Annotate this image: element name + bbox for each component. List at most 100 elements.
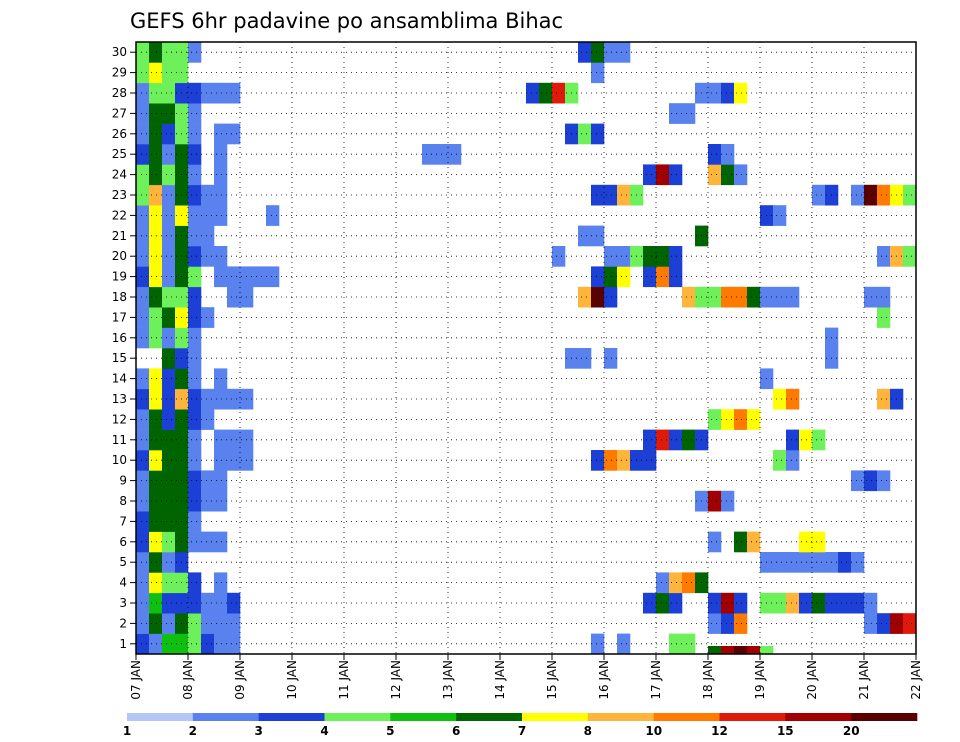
colorbar-label: 5 bbox=[386, 724, 394, 738]
heatmap-cell bbox=[591, 633, 605, 655]
heatmap-cell bbox=[591, 42, 605, 63]
heatmap-cell bbox=[162, 266, 176, 288]
heatmap-cell bbox=[149, 327, 163, 349]
heatmap-cell bbox=[721, 164, 735, 186]
heatmap-cell bbox=[214, 429, 228, 451]
heatmap-cell bbox=[214, 184, 228, 206]
heatmap-cell bbox=[266, 205, 280, 226]
heatmap-cell bbox=[188, 266, 202, 288]
heatmap-cell bbox=[188, 613, 202, 634]
heatmap-cell bbox=[136, 613, 150, 634]
heatmap-cell bbox=[188, 388, 202, 410]
x-tick-label: 16 JAN bbox=[597, 660, 611, 700]
colorbar-swatch bbox=[127, 713, 194, 721]
heatmap-cell bbox=[162, 42, 176, 63]
heatmap-cell bbox=[812, 552, 826, 573]
heatmap-cell bbox=[188, 409, 202, 430]
heatmap-cell bbox=[851, 470, 865, 492]
heatmap-cell bbox=[149, 470, 163, 492]
heatmap-cell bbox=[812, 184, 826, 206]
heatmap-cell bbox=[162, 246, 176, 267]
heatmap-cell bbox=[188, 572, 202, 594]
heatmap-cell bbox=[136, 225, 150, 247]
y-tick-label: 23 bbox=[112, 188, 127, 202]
y-tick-label: 6 bbox=[119, 535, 127, 549]
heatmap-cell bbox=[734, 164, 748, 186]
x-tick-label: 17 JAN bbox=[649, 660, 663, 700]
heatmap-cell bbox=[656, 246, 670, 267]
heatmap-cell bbox=[864, 592, 878, 614]
heatmap-cell bbox=[188, 327, 202, 349]
colorbar-swatch bbox=[785, 713, 852, 721]
heatmap-cell bbox=[188, 164, 202, 186]
heatmap-cell bbox=[604, 184, 618, 206]
heatmap-cell bbox=[253, 266, 267, 288]
heatmap-cell bbox=[708, 144, 722, 165]
heatmap-cell bbox=[864, 184, 878, 206]
x-tick-label: 19 JAN bbox=[753, 660, 767, 700]
heatmap-cell bbox=[136, 511, 150, 532]
heatmap-cell bbox=[669, 429, 683, 451]
grid-lines bbox=[136, 42, 916, 654]
heatmap-cell bbox=[188, 246, 202, 267]
x-tick-label: 10 JAN bbox=[285, 660, 299, 700]
heatmap-cell bbox=[136, 368, 150, 390]
chart-title: GEFS 6hr padavine po ansamblima Bihac bbox=[130, 9, 563, 33]
heatmap-cell bbox=[214, 613, 228, 634]
heatmap-cell bbox=[136, 42, 150, 63]
colorbar-label: 15 bbox=[777, 724, 794, 738]
heatmap-cell bbox=[136, 205, 150, 226]
heatmap-cell bbox=[149, 592, 163, 614]
heatmap-cell bbox=[903, 246, 917, 267]
y-tick-label: 11 bbox=[112, 433, 127, 447]
heatmap-cell bbox=[162, 307, 176, 328]
heatmap-cell bbox=[721, 82, 735, 104]
heatmap-cell bbox=[669, 633, 683, 655]
heatmap-cell bbox=[201, 592, 215, 614]
heatmap-cell bbox=[136, 144, 150, 165]
heatmap-cell bbox=[747, 531, 761, 553]
y-tick-label: 26 bbox=[112, 127, 127, 141]
heatmap-cell bbox=[214, 633, 228, 655]
heatmap-cell bbox=[578, 123, 592, 145]
heatmap-cell bbox=[448, 144, 462, 165]
heatmap-cell bbox=[877, 246, 891, 267]
heatmap-cell bbox=[617, 450, 631, 471]
heatmap-cell bbox=[149, 552, 163, 573]
y-tick-label: 28 bbox=[112, 86, 127, 100]
heatmap-cell bbox=[162, 490, 176, 512]
heatmap-cell bbox=[162, 82, 176, 104]
y-tick-label: 24 bbox=[112, 168, 127, 182]
heatmap-cell bbox=[708, 286, 722, 308]
colorbar-label: 2 bbox=[189, 724, 197, 738]
heatmap-cell bbox=[734, 286, 748, 308]
heatmap-cell bbox=[591, 225, 605, 247]
colorbar-swatch bbox=[522, 713, 589, 721]
heatmap-cell bbox=[617, 42, 631, 63]
colorbar-label: 6 bbox=[452, 724, 460, 738]
heatmap-cell bbox=[552, 246, 566, 267]
heatmap-cell bbox=[682, 633, 696, 655]
y-tick-label: 5 bbox=[119, 555, 127, 569]
heatmap-cell bbox=[747, 409, 761, 430]
colorbar-label: 8 bbox=[584, 724, 592, 738]
heatmap-cell bbox=[227, 286, 241, 308]
heatmap-cell bbox=[136, 531, 150, 553]
x-tick-label: 20 JAN bbox=[805, 660, 819, 700]
heatmap-cell bbox=[162, 531, 176, 553]
heatmap-cell bbox=[578, 42, 592, 63]
heatmap-cell bbox=[838, 592, 852, 614]
heatmap-cell bbox=[149, 62, 163, 84]
heatmap-cell bbox=[136, 409, 150, 430]
y-tick-label: 13 bbox=[112, 392, 127, 406]
heatmap-cell bbox=[721, 613, 735, 634]
heatmap-cell bbox=[162, 164, 176, 186]
heatmap-cell bbox=[669, 572, 683, 594]
heatmap-cell bbox=[136, 246, 150, 267]
colorbar-swatch bbox=[653, 713, 720, 721]
heatmap-cell bbox=[851, 552, 865, 573]
x-axis-ticks: 07 JAN 08 JAN 09 JAN 10 JAN 11 JAN 12 JAN 13 J… bbox=[129, 654, 923, 700]
heatmap-cell bbox=[149, 82, 163, 104]
heatmap-cell bbox=[786, 592, 800, 614]
heatmap-cell bbox=[708, 164, 722, 186]
